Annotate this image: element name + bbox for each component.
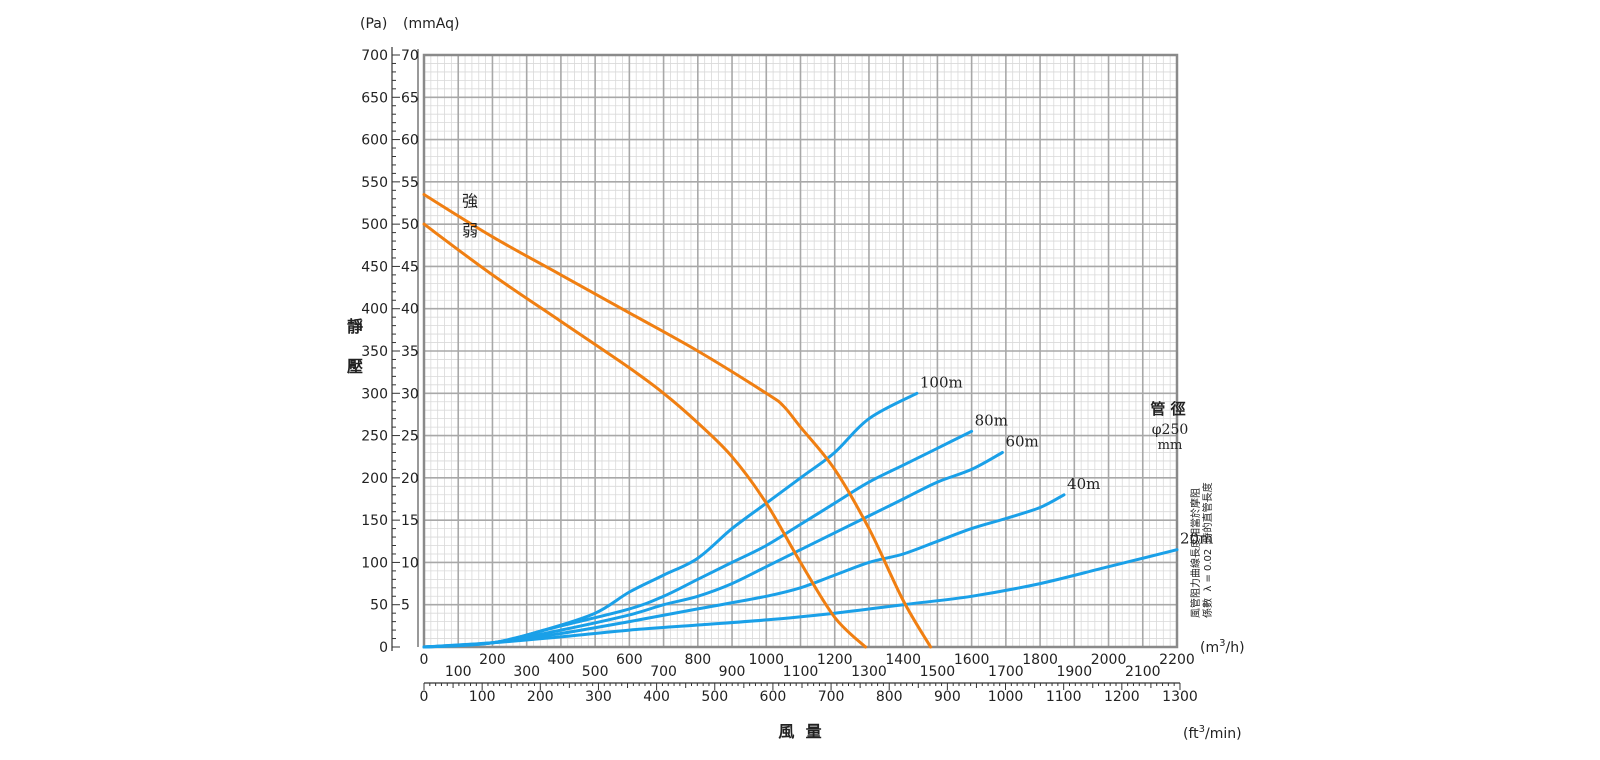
pa-tick-label: 100 <box>361 555 388 571</box>
cfm-tick-label: 200 <box>527 689 554 705</box>
cfm-tick-label: 600 <box>760 689 787 705</box>
x-axis-title: 風 量 <box>778 722 821 741</box>
cfm-tick-label: 800 <box>876 689 903 705</box>
cfm-tick-label: 1000 <box>988 689 1024 705</box>
pa-tick-label: 200 <box>361 471 388 487</box>
mmaq-tick-label: 25 <box>401 429 419 445</box>
cfm-tick-label: 1100 <box>1046 689 1082 705</box>
m3h-tick-label-even: 800 <box>684 652 711 668</box>
m3h-tick-label-odd: 100 <box>445 664 472 680</box>
duct-curve-label-100m: 100m <box>920 373 963 391</box>
m3h-tick-label-odd: 1900 <box>1056 664 1092 680</box>
mmaq-tick-label: 60 <box>401 133 419 149</box>
mmaq-tick-label: 55 <box>401 175 419 191</box>
m3h-tick-label-odd: 1300 <box>851 664 887 680</box>
mmaq-tick-label: 15 <box>401 513 419 529</box>
mmaq-tick-label: 30 <box>401 386 419 402</box>
mmaq-tick-label: 5 <box>401 598 410 614</box>
mmaq-tick-label: 40 <box>401 302 419 318</box>
cfm-tick-label: 500 <box>701 689 728 705</box>
m3h-tick-label-odd: 2100 <box>1125 664 1161 680</box>
mmaq-tick-label: 65 <box>401 90 419 106</box>
m3h-tick-label-odd: 1100 <box>783 664 819 680</box>
m3h-tick-label-odd: 1500 <box>920 664 956 680</box>
duct-curve-40m <box>422 493 1066 649</box>
mmaq-tick-label: 10 <box>401 555 419 571</box>
pa-tick-label: 550 <box>361 175 388 191</box>
m3h-tick-label-even: 0 <box>420 652 429 668</box>
m3h-tick-label-odd: 500 <box>582 664 609 680</box>
cfm-tick-label: 1200 <box>1104 689 1140 705</box>
y-axis-title-2: 壓 <box>347 357 363 376</box>
m3h-tick-label-even: 2200 <box>1159 652 1195 668</box>
pa-tick-label: 250 <box>361 429 388 445</box>
cfm-tick-label: 100 <box>469 689 496 705</box>
pa-tick-label: 650 <box>361 90 388 106</box>
duct-curve-20m <box>422 548 1179 649</box>
duct-curve-label-40m: 40m <box>1067 475 1100 493</box>
duct-curve-label-80m: 80m <box>975 411 1008 429</box>
duct-note-unit: mm <box>1158 438 1183 453</box>
unit-m3h: (m3/h) <box>1200 638 1245 656</box>
unit-pa: (Pa) <box>360 16 387 32</box>
mmaq-tick-label: 70 <box>401 48 419 64</box>
axes: 0501001502002503003504004505005506006507… <box>361 47 1198 705</box>
mmaq-tick-label: 20 <box>401 471 419 487</box>
m3h-tick-label-even: 2000 <box>1091 652 1127 668</box>
unit-mmaq: (mmAq) <box>403 16 459 32</box>
m3h-tick-label-even: 600 <box>616 652 643 668</box>
pa-tick-label: 600 <box>361 133 388 149</box>
duct-curve-80m <box>422 429 974 649</box>
pa-tick-label: 700 <box>361 48 388 64</box>
duct-note-diameter: φ250 <box>1152 422 1189 438</box>
duct-curve-label-60m: 60m <box>1005 432 1038 450</box>
pa-tick-label: 500 <box>361 217 388 233</box>
fan-curve-strong <box>422 193 933 649</box>
cfm-tick-label: 300 <box>585 689 612 705</box>
curves: 100m 80m 60m 40m 20m 強弱 <box>422 192 1213 649</box>
mmaq-tick-label: 35 <box>401 344 419 360</box>
m3h-tick-label-odd: 1700 <box>988 664 1024 680</box>
m3h-tick-label-odd: 300 <box>513 664 540 680</box>
m3h-tick-label-even: 1000 <box>748 652 784 668</box>
pa-tick-label: 350 <box>361 344 388 360</box>
fan-curve-label-weak: 弱 <box>462 221 478 240</box>
duct-curve-60m <box>422 451 1004 649</box>
m3h-tick-label-odd: 900 <box>719 664 746 680</box>
pa-tick-label: 300 <box>361 386 388 402</box>
mmaq-tick-label: 50 <box>401 217 419 233</box>
m3h-tick-label-even: 1200 <box>817 652 853 668</box>
m3h-tick-label-even: 1800 <box>1022 652 1058 668</box>
pa-tick-label: 50 <box>370 598 388 614</box>
cfm-tick-label: 1300 <box>1162 689 1198 705</box>
side-note-line-1: 風管阻力曲線長度相當於摩阻 <box>1189 488 1202 618</box>
pa-tick-label: 150 <box>361 513 388 529</box>
m3h-tick-label-even: 400 <box>548 652 575 668</box>
mmaq-tick-label: 45 <box>401 259 419 275</box>
m3h-tick-label-even: 200 <box>479 652 506 668</box>
m3h-tick-label-even: 1600 <box>954 652 990 668</box>
grid <box>424 55 1177 647</box>
duct-curve-label-20m: 20m <box>1180 530 1213 548</box>
m3h-tick-label-even: 1400 <box>885 652 921 668</box>
unit-cfm: (ft3/min) <box>1183 724 1242 742</box>
y-axis-title-1: 靜 <box>347 317 363 336</box>
m3h-tick-label-odd: 700 <box>650 664 677 680</box>
side-note-line-2: 係數 λ = 0.02 時的直管長度 <box>1201 482 1214 618</box>
pa-tick-label: 450 <box>361 259 388 275</box>
side-note: 風管阻力曲線長度相當於摩阻 係數 λ = 0.02 時的直管長度 <box>1189 482 1214 618</box>
cfm-tick-label: 900 <box>934 689 961 705</box>
pa-tick-label: 400 <box>361 302 388 318</box>
cfm-tick-label: 0 <box>420 689 429 705</box>
duct-note-title: 管 徑 <box>1150 400 1185 418</box>
pa-tick-label: 0 <box>379 640 388 656</box>
cfm-tick-label: 700 <box>818 689 845 705</box>
plot-frame <box>422 53 1179 649</box>
plot-border <box>422 53 1179 649</box>
fan-curve-weak <box>422 222 867 649</box>
fan-curve-label-strong: 強 <box>462 192 478 211</box>
cfm-tick-label: 400 <box>643 689 670 705</box>
